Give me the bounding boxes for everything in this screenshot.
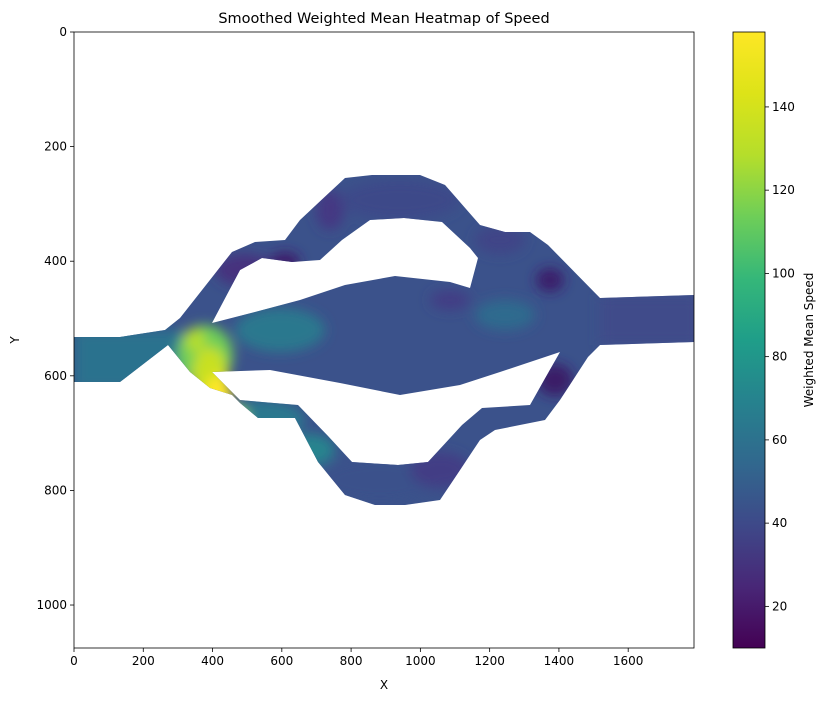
colorbar	[732, 31, 766, 649]
y-tick-label: 600	[44, 369, 67, 383]
colorbar-tick-label: 120	[772, 183, 795, 197]
y-tick-label: 1000	[36, 598, 67, 612]
x-axis-label: X	[380, 678, 388, 692]
y-tick-label: 400	[44, 254, 67, 268]
y-axis-label: Y	[8, 336, 22, 345]
y-tick-label: 800	[44, 483, 67, 497]
chart-title: Smoothed Weighted Mean Heatmap of Speed	[218, 11, 549, 27]
x-tick-label: 600	[270, 654, 293, 668]
colorbar-ticks: 20 40 60 80 100 120 140	[765, 100, 795, 613]
colorbar-tick-label: 40	[772, 516, 787, 530]
x-tick-label: 1600	[613, 654, 644, 668]
plot-frame	[73, 31, 695, 649]
y-axis: 0 200 400 600 800 1000	[36, 25, 74, 612]
colorbar-label: Weighted Mean Speed	[802, 273, 816, 408]
x-tick-label: 800	[340, 654, 363, 668]
x-tick-label: 400	[201, 654, 224, 668]
x-tick-label: 1200	[474, 654, 505, 668]
y-tick-label: 200	[44, 140, 67, 154]
colorbar-tick-label: 100	[772, 266, 795, 280]
colorbar-tick-label: 80	[772, 350, 787, 364]
colorbar-tick-label: 20	[772, 599, 787, 613]
x-axis: 0 200 400 600 800 1000 1200 1400 1600	[70, 648, 643, 668]
colorbar-tick-label: 60	[772, 433, 787, 447]
x-tick-label: 0	[70, 654, 78, 668]
x-tick-label: 1400	[544, 654, 575, 668]
colorbar-tick-label: 140	[772, 100, 795, 114]
y-tick-label: 0	[59, 25, 67, 39]
x-tick-label: 1000	[405, 654, 436, 668]
x-tick-label: 200	[132, 654, 155, 668]
